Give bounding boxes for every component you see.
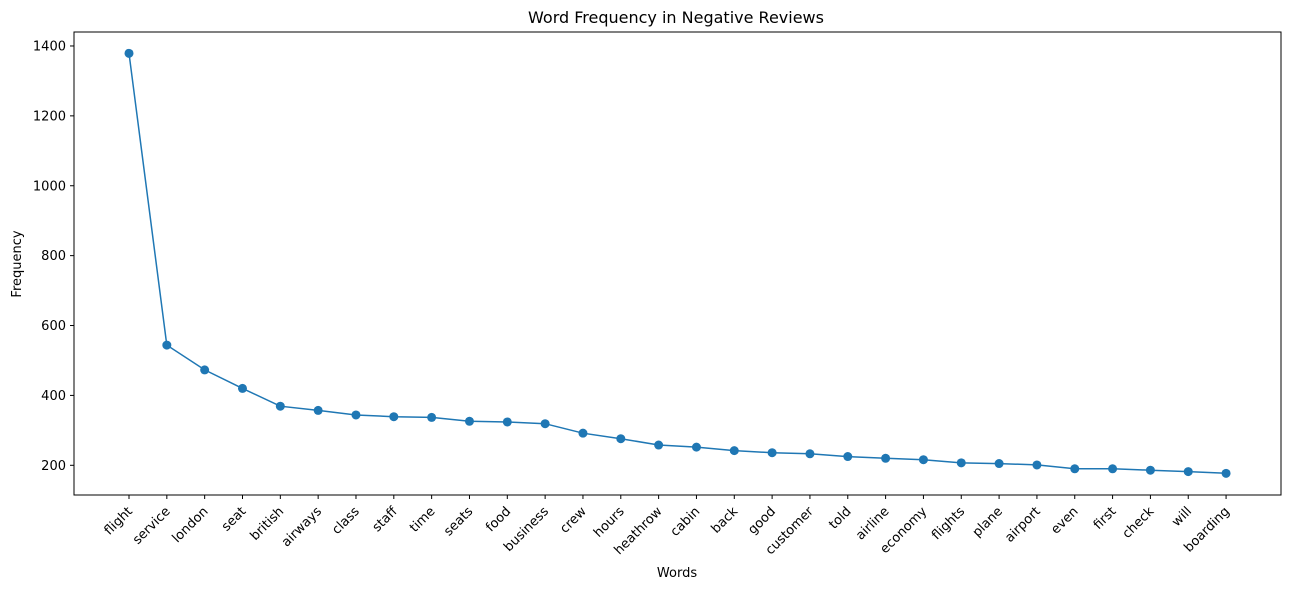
x-tick-label: service xyxy=(130,504,174,548)
data-point xyxy=(691,442,701,452)
data-point xyxy=(275,401,285,411)
x-tick-label: check xyxy=(1120,504,1158,542)
data-point xyxy=(124,48,134,58)
x-axis-label: Words xyxy=(657,566,697,581)
data-point xyxy=(540,419,550,429)
x-tick-label: cabin xyxy=(668,504,704,540)
x-tick-label: airport xyxy=(1002,504,1043,545)
data-point xyxy=(578,428,588,438)
data-point xyxy=(1183,467,1193,477)
x-tick-label: time xyxy=(407,504,438,535)
x-tick-label: even xyxy=(1048,504,1081,537)
data-point xyxy=(1032,460,1042,470)
x-tick-label: flight xyxy=(102,504,136,538)
y-tick-label: 600 xyxy=(41,319,66,334)
x-tick-label: plane xyxy=(970,504,1006,540)
series-line xyxy=(128,53,1227,475)
x-tick-label: back xyxy=(709,504,742,537)
x-tick-label: seats xyxy=(441,504,476,539)
plot-area xyxy=(73,31,1282,496)
y-tick-label: 400 xyxy=(41,389,66,404)
x-tick-label: staff xyxy=(370,503,402,535)
chart-title: Word Frequency in Negative Reviews xyxy=(528,8,824,27)
data-point xyxy=(767,448,777,458)
x-tick-label: seat xyxy=(219,504,249,534)
data-point xyxy=(616,434,626,444)
y-tick-label: 200 xyxy=(41,459,66,474)
x-tick-label: flights xyxy=(929,504,968,543)
data-point xyxy=(237,383,247,393)
data-point xyxy=(956,458,966,468)
data-point xyxy=(313,405,323,415)
data-point xyxy=(351,410,361,420)
data-point xyxy=(162,340,172,350)
data-point xyxy=(729,446,739,456)
y-tick-label: 1400 xyxy=(33,39,66,54)
x-tick-label: will xyxy=(1169,504,1195,530)
data-point xyxy=(805,449,815,459)
data-point xyxy=(918,455,928,465)
x-tick-label: good xyxy=(745,504,779,538)
data-point xyxy=(881,453,891,463)
data-point xyxy=(200,365,210,375)
data-points xyxy=(124,48,1231,478)
x-tick-label: london xyxy=(170,504,212,546)
y-axis: 200 400 600 800 1000 1200 1400 xyxy=(33,39,74,474)
data-point xyxy=(427,412,437,422)
x-tick-label: first xyxy=(1091,504,1120,533)
x-tick-label: airways xyxy=(279,504,325,550)
data-point xyxy=(464,416,474,426)
y-tick-label: 800 xyxy=(41,249,66,264)
data-point xyxy=(1221,468,1231,478)
x-tick-label: hours xyxy=(591,504,628,541)
data-point xyxy=(654,440,664,450)
x-tick-label: crew xyxy=(557,504,590,537)
x-tick-label: told xyxy=(826,504,854,532)
y-axis-label: Frequency xyxy=(10,230,25,297)
x-tick-label: food xyxy=(483,504,514,535)
data-point xyxy=(1145,465,1155,475)
data-point xyxy=(994,459,1004,469)
data-point xyxy=(502,417,512,427)
y-tick-label: 1200 xyxy=(33,109,66,124)
data-point xyxy=(389,412,399,422)
x-tick-label: class xyxy=(329,504,363,538)
data-point xyxy=(1108,464,1118,474)
data-point xyxy=(1070,464,1080,474)
y-tick-label: 1000 xyxy=(33,179,66,194)
data-point xyxy=(843,452,853,462)
